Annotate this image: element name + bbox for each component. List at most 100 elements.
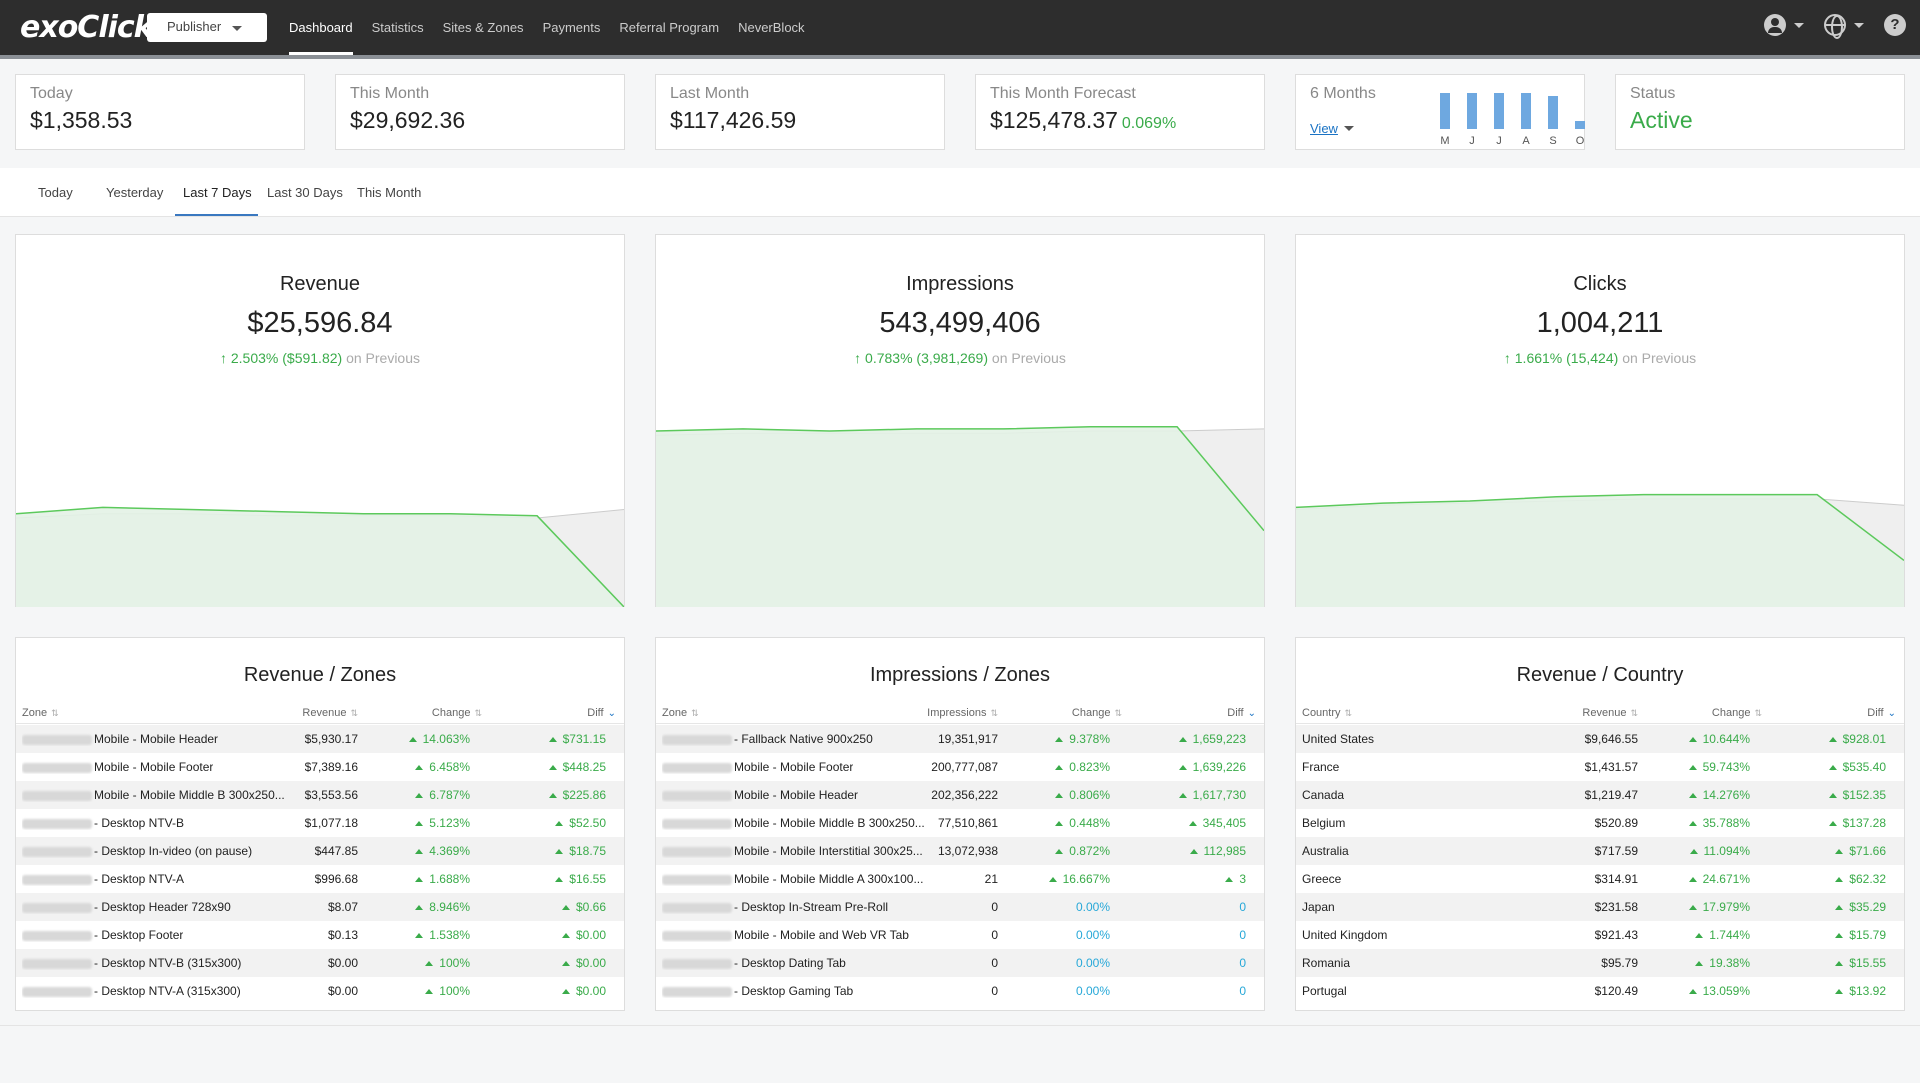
table-row[interactable]: Canada $1,219.47 14.276% $152.35: [1296, 781, 1904, 809]
nav-sites-zones[interactable]: Sites & Zones: [442, 20, 524, 35]
user-icon[interactable]: [1764, 14, 1786, 36]
table-row[interactable]: Australia $717.59 11.094% $71.66: [1296, 837, 1904, 865]
table-row[interactable]: Mobile - Mobile Header 202,356,222 0.806…: [656, 781, 1264, 809]
chevron-down-icon[interactable]: [1343, 126, 1354, 132]
table-row[interactable]: - Desktop NTV-B $1,077.18 5.123% $52.50: [16, 809, 624, 837]
table-row[interactable]: - Desktop NTV-B (315x300) $0.00 100% $0.…: [16, 949, 624, 977]
month-bar[interactable]: [1521, 93, 1531, 129]
nav-neverblock[interactable]: NeverBlock: [738, 20, 805, 35]
column-header[interactable]: Change ⇅: [432, 707, 482, 719]
table-row[interactable]: Belgium $520.89 35.788% $137.28: [1296, 809, 1904, 837]
tab-today[interactable]: Today: [38, 185, 73, 200]
table-row[interactable]: Portugal $120.49 13.059% $13.92: [1296, 977, 1904, 1005]
row-diff: $15.55: [1849, 956, 1886, 970]
nav-payments[interactable]: Payments: [542, 20, 601, 35]
kpi-value: $117,426.59: [670, 107, 797, 133]
table-row[interactable]: Mobile - Mobile Header $5,930.17 14.063%…: [16, 725, 624, 753]
table-row[interactable]: France $1,431.57 59.743% $535.40: [1296, 753, 1904, 781]
column-header[interactable]: Country ⇅: [1302, 707, 1352, 719]
top-navbar: exoClick Publisher Dashboard Statistics …: [0, 0, 1920, 55]
column-header[interactable]: Diff ⌄: [587, 707, 616, 719]
month-bar[interactable]: [1575, 121, 1585, 129]
table-row[interactable]: United Kingdom $921.43 1.744% $15.79: [1296, 921, 1904, 949]
column-header[interactable]: Diff ⌄: [1227, 707, 1256, 719]
month-bar[interactable]: [1494, 93, 1504, 129]
column-header[interactable]: Revenue ⇅: [1582, 707, 1638, 719]
table-row[interactable]: Greece $314.91 24.671% $62.32: [1296, 865, 1904, 893]
row-diff-cell: 0: [1239, 956, 1246, 970]
nav-dashboard[interactable]: Dashboard: [289, 0, 353, 55]
table-row[interactable]: Japan $231.58 17.979% $35.29: [1296, 893, 1904, 921]
row-diff-cell: 1,659,223: [1178, 732, 1246, 746]
view-six-months-link[interactable]: View: [1310, 121, 1338, 136]
month-bar[interactable]: [1548, 96, 1558, 129]
role-select[interactable]: Publisher: [147, 13, 267, 42]
table-row[interactable]: Mobile - Mobile Interstitial 300x25... 1…: [656, 837, 1264, 865]
globe-icon[interactable]: [1824, 14, 1846, 39]
kpi-six-months: 6 Months View M J J A S O: [1295, 74, 1585, 150]
month-bar[interactable]: [1440, 93, 1450, 129]
column-header[interactable]: Impressions ⇅: [927, 707, 998, 719]
table-row[interactable]: Mobile - Mobile Footer $7,389.16 6.458% …: [16, 753, 624, 781]
table-row[interactable]: - Desktop In-video (on pause) $447.85 4.…: [16, 837, 624, 865]
table-row[interactable]: Romania $95.79 19.38% $15.55: [1296, 949, 1904, 977]
nav-statistics[interactable]: Statistics: [371, 20, 424, 35]
table-row[interactable]: Mobile - Mobile Middle B 300x250... 77,5…: [656, 809, 1264, 837]
kpi-label: This Month Forecast: [990, 85, 1136, 102]
row-name: Mobile - Mobile Middle A 300x100...: [734, 872, 924, 886]
table-row[interactable]: Mobile - Mobile and Web VR Tab 0 0.00% 0: [656, 921, 1264, 949]
table-row[interactable]: Mobile - Mobile Middle A 300x100... 21 1…: [656, 865, 1264, 893]
column-header[interactable]: Change ⇅: [1712, 707, 1762, 719]
row-diff-cell: $731.15: [548, 732, 606, 746]
arrow-up-icon: [1828, 821, 1837, 827]
table-row[interactable]: - Desktop NTV-A (315x300) $0.00 100% $0.…: [16, 977, 624, 1005]
row-value: $996.68: [314, 872, 358, 886]
row-change-cell: 0.806%: [1055, 788, 1110, 802]
row-name-cell: Mobile - Mobile Interstitial 300x25...: [662, 844, 923, 858]
table-row[interactable]: - Desktop NTV-A $996.68 1.688% $16.55: [16, 865, 624, 893]
row-change: 8.946%: [429, 900, 470, 914]
table-row[interactable]: United States $9,646.55 10.644% $928.01: [1296, 725, 1904, 753]
table-row[interactable]: - Desktop Header 728x90 $8.07 8.946% $0.…: [16, 893, 624, 921]
row-name-cell: - Desktop NTV-A: [22, 872, 184, 886]
exoclick-logo[interactable]: exoClick: [20, 10, 154, 45]
column-header[interactable]: Zone ⇅: [22, 707, 59, 719]
nav-referral-program[interactable]: Referral Program: [619, 20, 720, 35]
table-row[interactable]: - Desktop Dating Tab 0 0.00% 0: [656, 949, 1264, 977]
row-value: 77,510,861: [937, 816, 998, 830]
row-change: 11.094%: [1703, 844, 1750, 858]
arrow-up-icon: [1695, 933, 1704, 939]
table-title: Revenue / Zones: [243, 664, 397, 686]
month-bar[interactable]: [1467, 93, 1477, 129]
column-header[interactable]: Revenue ⇅: [302, 707, 358, 719]
column-header-label: Revenue: [302, 707, 347, 719]
table-row[interactable]: - Desktop Footer $0.13 1.538% $0.00: [16, 921, 624, 949]
column-header[interactable]: Change ⇅: [1072, 707, 1122, 719]
table-row[interactable]: - Fallback Native 900x250 19,351,917 9.3…: [656, 725, 1264, 753]
tab-last-30-days[interactable]: Last 30 Days: [267, 185, 343, 200]
arrow-up-icon: [1688, 793, 1697, 799]
kpi-this-month: This Month $29,692.36: [335, 74, 625, 150]
row-diff-cell: $225.86: [548, 788, 606, 802]
column-header[interactable]: Diff ⌄: [1867, 707, 1896, 719]
table-row[interactable]: Mobile - Mobile Footer 200,777,087 0.823…: [656, 753, 1264, 781]
table-row[interactable]: - Desktop Gaming Tab 0 0.00% 0: [656, 977, 1264, 1005]
table-row[interactable]: - Desktop In-Stream Pre-Roll 0 0.00% 0: [656, 893, 1264, 921]
row-diff-cell: $0.00: [561, 984, 606, 998]
table-row[interactable]: Mobile - Mobile Middle B 300x250... $3,5…: [16, 781, 624, 809]
tab-this-month[interactable]: This Month: [357, 185, 422, 200]
tab-yesterday[interactable]: Yesterday: [106, 185, 164, 200]
tab-last-7-days[interactable]: Last 7 Days: [183, 185, 252, 200]
column-header-label: Country: [1302, 707, 1341, 719]
column-header[interactable]: Zone ⇅: [662, 707, 699, 719]
help-icon[interactable]: ?: [1884, 14, 1906, 36]
row-diff-cell: 345,405: [1188, 816, 1246, 830]
chevron-down-icon[interactable]: [1794, 22, 1804, 28]
redacted-site-name: [662, 902, 732, 913]
arrow-up-icon: [1835, 961, 1844, 967]
row-change-cell: 1.688%: [415, 872, 470, 886]
row-name-cell: - Desktop NTV-B: [22, 816, 184, 830]
arrow-up-icon: [415, 905, 424, 911]
row-name-cell: - Desktop Footer: [22, 928, 183, 942]
chevron-down-icon[interactable]: [1854, 22, 1864, 28]
